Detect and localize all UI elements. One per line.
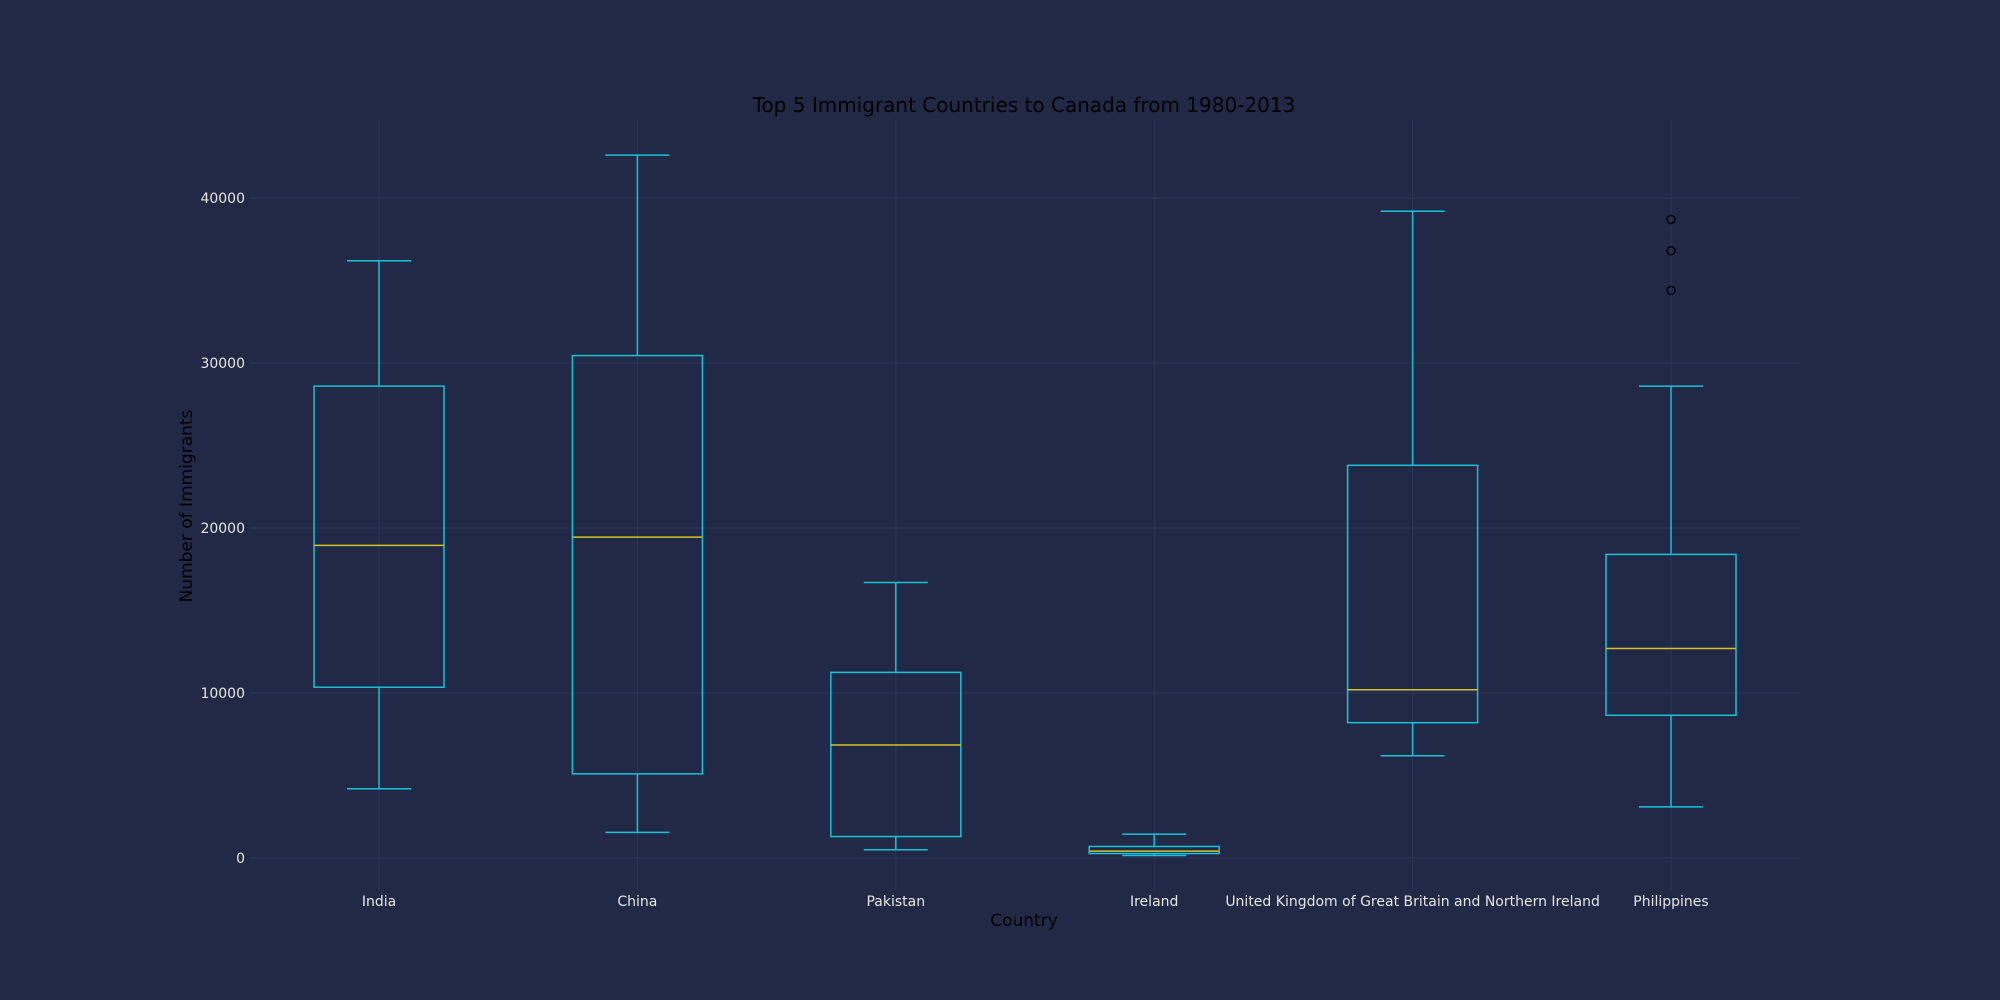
iqr-box	[313, 385, 445, 688]
boxes	[313, 154, 1737, 857]
y-tick-label: 20000	[200, 521, 245, 537]
y-tick-label: 30000	[200, 356, 245, 372]
x-tick-label: China	[617, 894, 657, 910]
y-tick-label: 40000	[200, 191, 245, 207]
iqr-box	[1088, 845, 1220, 855]
box-group	[830, 581, 962, 851]
chart-title: Top 5 Immigrant Countries to Canada from…	[752, 93, 1296, 117]
outlier-point	[1666, 246, 1676, 256]
iqr-box	[830, 671, 962, 838]
x-tick-label: Pakistan	[866, 894, 925, 910]
box-group	[1605, 214, 1737, 808]
y-tick-label: 0	[236, 851, 245, 867]
x-tick-label: Ireland	[1130, 894, 1178, 910]
iqr-box	[571, 354, 704, 775]
box-group	[313, 259, 445, 790]
box-group	[571, 154, 704, 834]
box-group	[1088, 833, 1220, 857]
outlier-point	[1666, 214, 1676, 225]
x-axis-label: Country	[990, 911, 1058, 931]
iqr-box	[1605, 553, 1737, 717]
x-tick-label: United Kingdom of Great Britain and Nort…	[1225, 894, 1600, 910]
iqr-box	[1346, 464, 1479, 724]
grid	[250, 120, 1800, 890]
tick-labels: 0 10000 20000 30000 40000 India China Pakistan I…	[200, 191, 1708, 910]
outlier-point	[1666, 285, 1676, 296]
x-tick-label: Philippines	[1633, 894, 1708, 910]
x-tick-label: India	[362, 894, 396, 910]
y-tick-label: 10000	[200, 686, 245, 702]
box-group	[1346, 210, 1479, 757]
y-axis-label: Number of Immigrants	[177, 409, 197, 602]
